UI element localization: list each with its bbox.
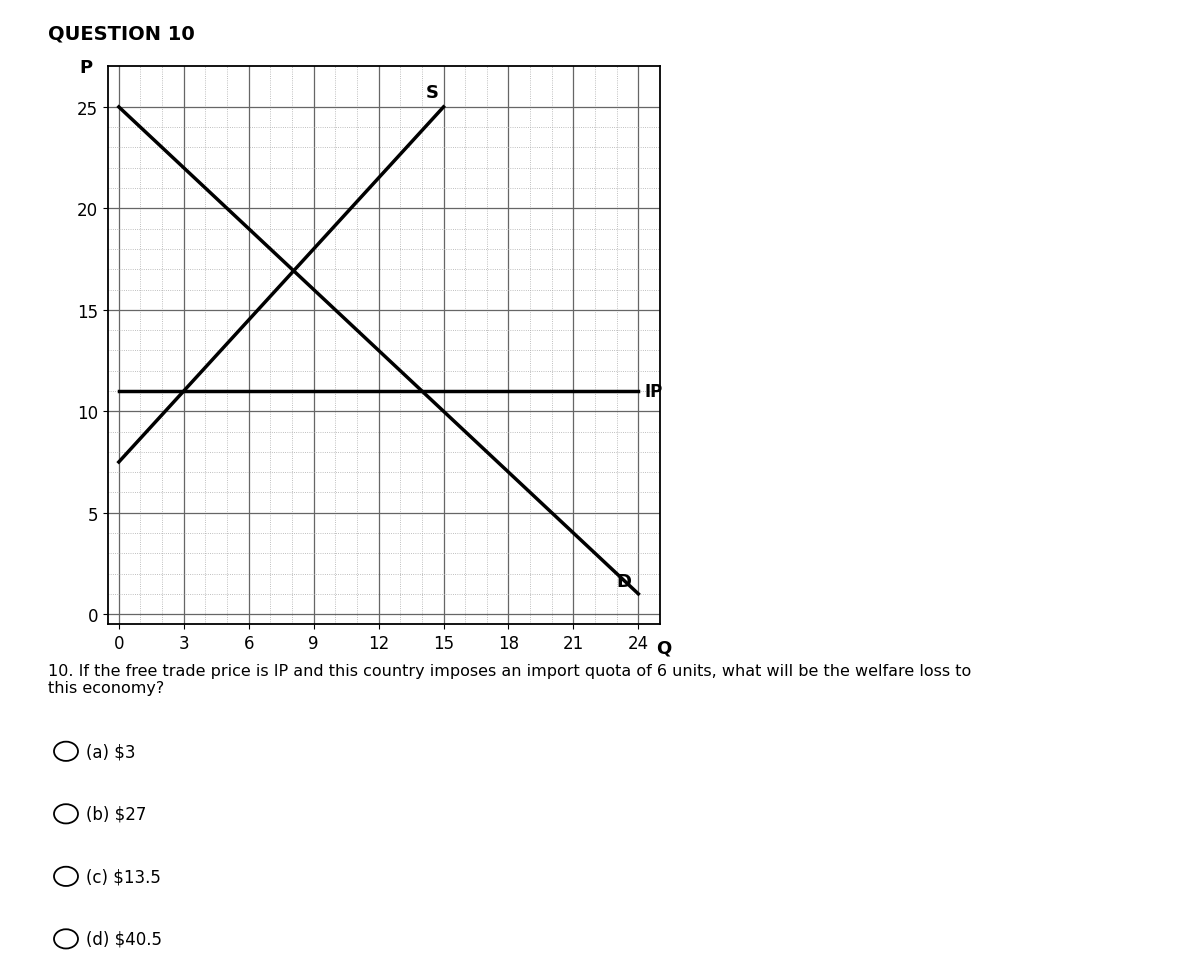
Text: (c) $13.5: (c) $13.5 xyxy=(86,868,161,885)
Text: (d) $40.5: (d) $40.5 xyxy=(86,930,162,948)
Text: P: P xyxy=(79,60,92,78)
Text: QUESTION 10: QUESTION 10 xyxy=(48,24,194,43)
Text: (b) $27: (b) $27 xyxy=(86,805,146,823)
Text: Q: Q xyxy=(655,639,671,656)
Text: S: S xyxy=(426,84,439,102)
Text: (a) $3: (a) $3 xyxy=(86,743,136,760)
Text: IP: IP xyxy=(644,382,664,401)
Text: 10. If the free trade price is IP and this country imposes an import quota of 6 : 10. If the free trade price is IP and th… xyxy=(48,663,971,696)
Text: D: D xyxy=(617,572,632,590)
